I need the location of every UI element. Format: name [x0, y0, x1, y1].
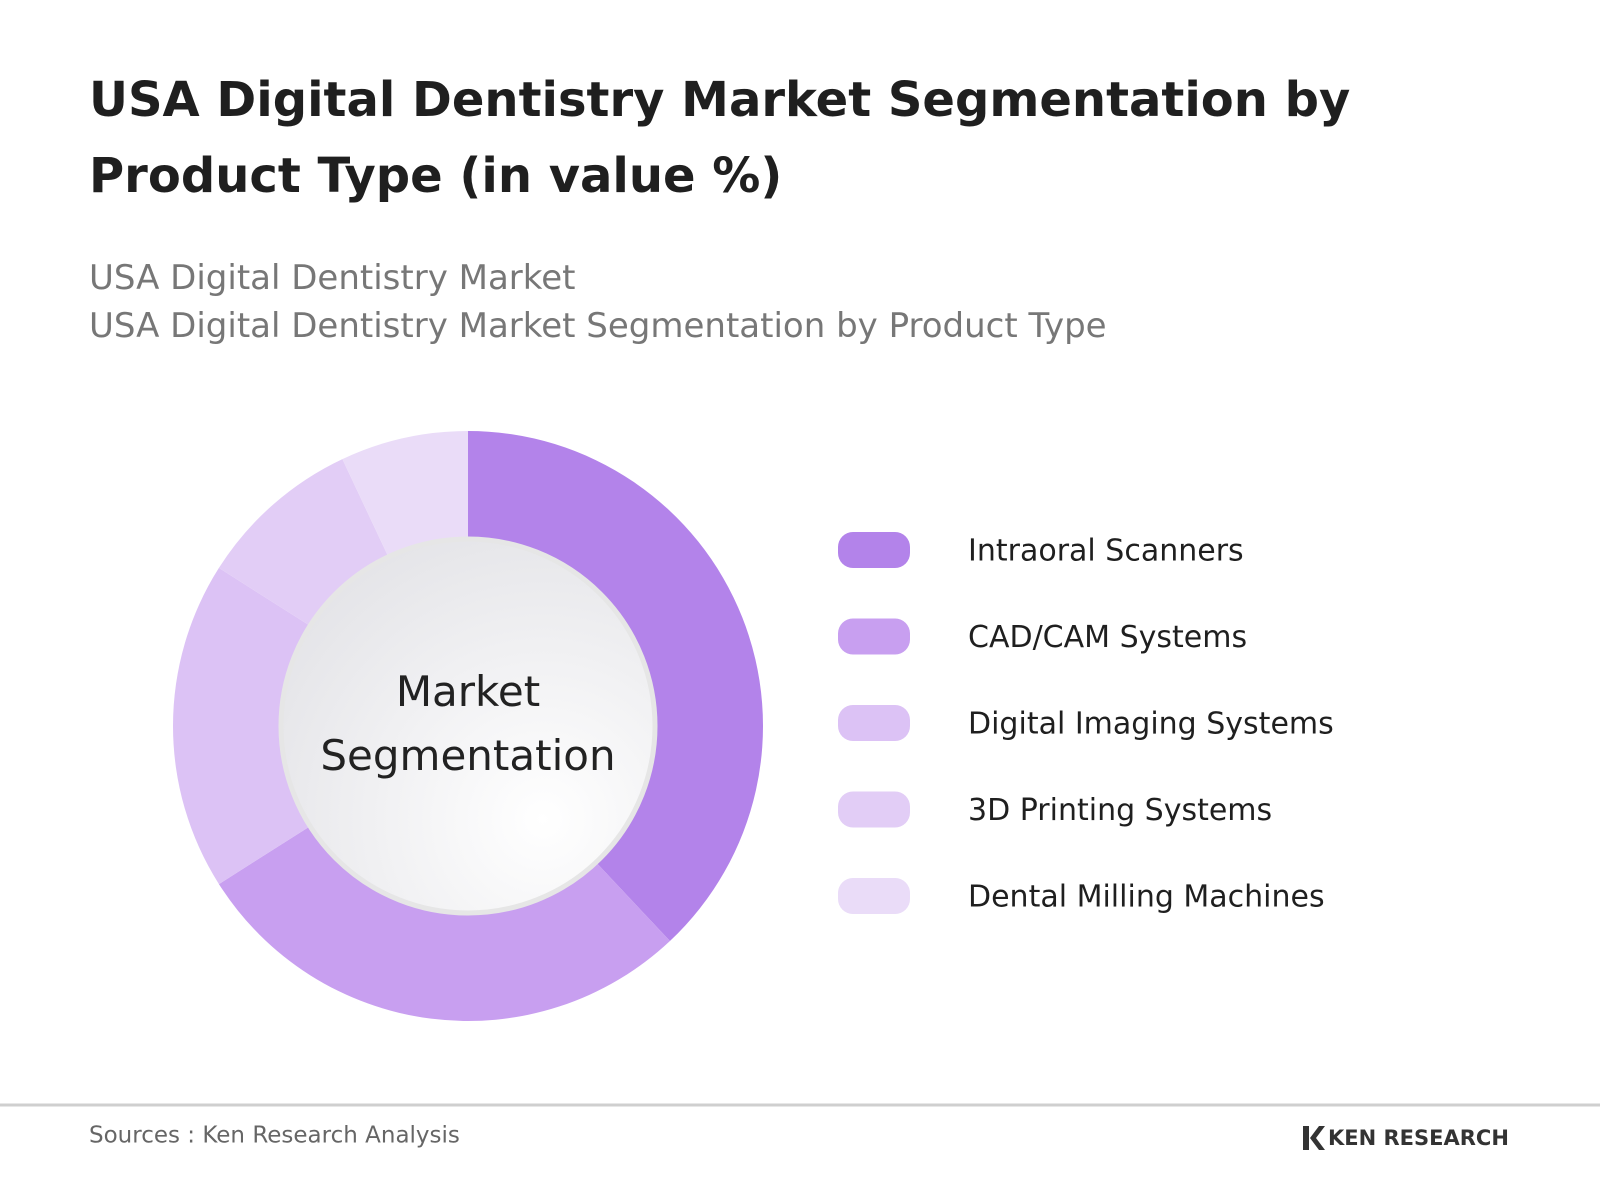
- center-label: Market Segmentation: [320, 667, 616, 780]
- legend-swatch: [838, 618, 910, 655]
- subtitle: USA Digital Dentistry Market Segmentatio…: [89, 306, 1107, 346]
- subtitle: USA Digital Dentistry Market: [89, 258, 576, 298]
- chart-title: USA Digital Dentistry Market Segmentatio…: [89, 72, 1351, 204]
- brand: KEN RESEARCH: [1328, 1126, 1509, 1150]
- logo-mark: [1303, 1126, 1325, 1150]
- legend-swatch: [838, 705, 910, 741]
- legend-label: 3D Printing Systems: [968, 793, 1272, 828]
- legend-swatch: [838, 878, 910, 914]
- legend-label: Digital Imaging Systems: [968, 707, 1334, 742]
- donut-center: [278, 536, 658, 916]
- legend-label: CAD/CAM Systems: [968, 620, 1247, 655]
- legend-label: Intraoral Scanners: [968, 534, 1244, 569]
- legend-swatch: [838, 791, 910, 828]
- legend: Intraoral Scanners CAD/CAM Systems Digital…: [838, 532, 1334, 915]
- source: Sources : Ken Research Analysis: [89, 1123, 460, 1149]
- legend-label: Dental Milling Machines: [968, 880, 1325, 915]
- legend-swatch: [838, 532, 910, 568]
